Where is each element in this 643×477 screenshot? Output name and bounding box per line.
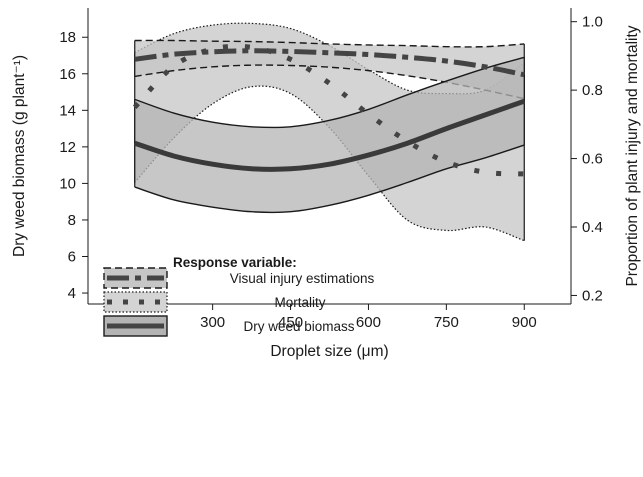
y-left-tick-label: 8 xyxy=(68,212,76,229)
dry-weed-biomass-band xyxy=(134,57,525,213)
x-tick-label: 600 xyxy=(356,314,381,331)
dry-weed-biomass-upper-bound xyxy=(134,56,525,129)
axes xyxy=(82,8,577,310)
x-axis-label: Droplet size (μm) xyxy=(270,343,388,360)
y-left-tick-label: 18 xyxy=(59,29,76,46)
x-tick-label: 900 xyxy=(512,314,537,331)
confidence-bands xyxy=(134,22,525,242)
x-tick-label: 450 xyxy=(278,314,303,331)
y-axis-left-label: Dry weed biomass (g plant⁻¹) xyxy=(11,55,28,257)
visual-injury-estimations-band xyxy=(134,40,525,99)
y-left-tick-label: 6 xyxy=(68,248,76,265)
y-left-tick-label: 4 xyxy=(68,285,76,302)
mortality-line xyxy=(132,43,525,177)
mortality-band xyxy=(134,23,525,241)
visual-injury-estimations-upper-bound xyxy=(134,39,525,48)
y-left-tick-label: 16 xyxy=(59,66,76,83)
y-right-tick-label: 0.6 xyxy=(582,151,603,168)
legend-swatch-mortality xyxy=(103,291,168,313)
x-tick-label: 750 xyxy=(434,314,459,331)
y-right-tick-label: 0.8 xyxy=(582,82,603,99)
legend-title: Response variable: xyxy=(173,255,297,270)
legend-label-dry-weed-biomass: Dry weed biomass xyxy=(243,319,354,334)
legend-label-mortality: Mortality xyxy=(274,295,325,310)
y-axis-right-label: Proportion of plant injury and mortality xyxy=(624,25,641,286)
y-right-tick-label: 0.2 xyxy=(582,287,603,304)
y-left-tick-label: 10 xyxy=(59,175,76,192)
visual-injury-estimations-line xyxy=(134,48,525,78)
legend-label-visual-injury-estimations: Visual injury estimations xyxy=(230,271,375,286)
y-left-tick-label: 14 xyxy=(59,102,76,119)
series-lines xyxy=(132,43,526,177)
y-right-tick-label: 0.4 xyxy=(582,219,603,236)
legend: Response variable: Visual injury estimat… xyxy=(103,255,375,337)
dry-weed-biomass-line xyxy=(133,98,526,172)
y-left-tick-label: 12 xyxy=(59,139,76,156)
x-tick-label: 300 xyxy=(200,314,225,331)
y-right-tick-label: 1.0 xyxy=(582,14,603,31)
